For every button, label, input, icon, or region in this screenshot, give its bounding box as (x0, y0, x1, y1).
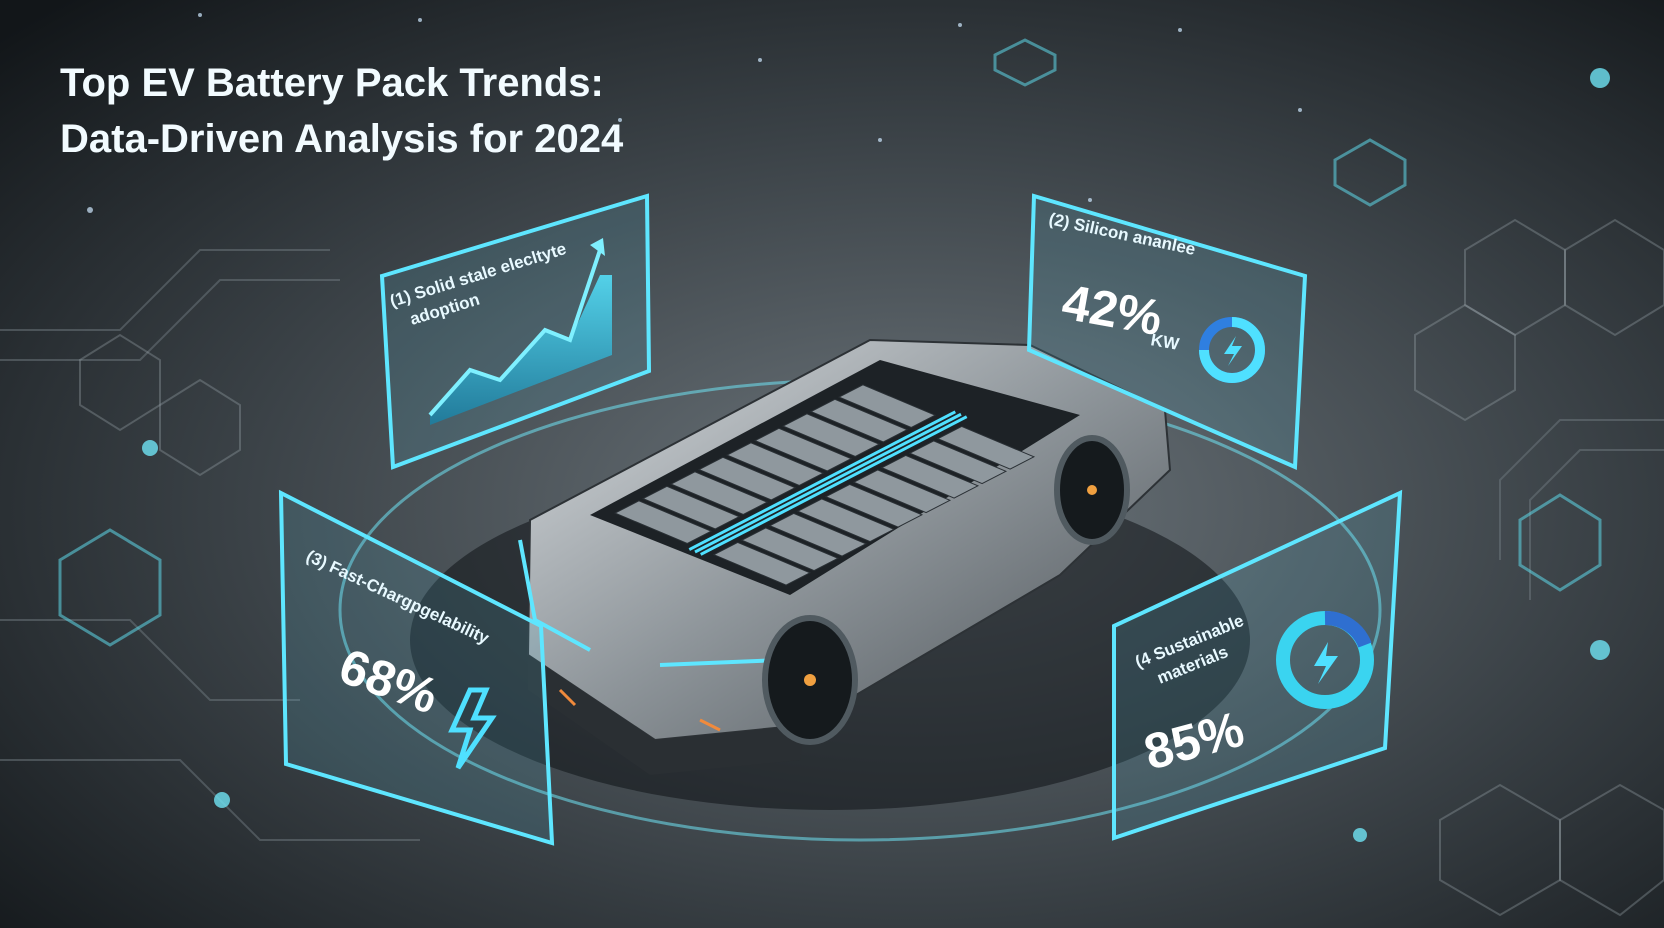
battery-cells (610, 378, 1047, 588)
trend-line (428, 249, 602, 417)
gauge-arc (1324, 611, 1372, 648)
bolt-icon (448, 687, 497, 770)
panel: (2) Silicon ananlee 42% KW (1026, 193, 1308, 470)
panel-frame (1112, 489, 1403, 841)
bolt-icon (1314, 642, 1338, 684)
trend-arrow (590, 238, 605, 256)
title-line: Top EV Battery Pack Trends: (60, 61, 604, 105)
hexagons (58, 38, 1664, 917)
title-line: Data-Driven Analysis for 2024 (60, 117, 624, 161)
car (520, 340, 1170, 775)
panel: (3) Fast-Chargpgelability 68% (278, 489, 555, 846)
gauge-arc (1199, 317, 1265, 383)
panel-frame (278, 489, 555, 846)
panel-frame (1026, 193, 1308, 470)
stars (87, 13, 1302, 213)
panel-unit: KW (1149, 330, 1181, 354)
panel: (4 Sustainable materials 85% (1112, 489, 1403, 841)
trend-area (430, 275, 612, 425)
glow-dots (142, 68, 1610, 842)
bolt-icon (1224, 336, 1242, 366)
